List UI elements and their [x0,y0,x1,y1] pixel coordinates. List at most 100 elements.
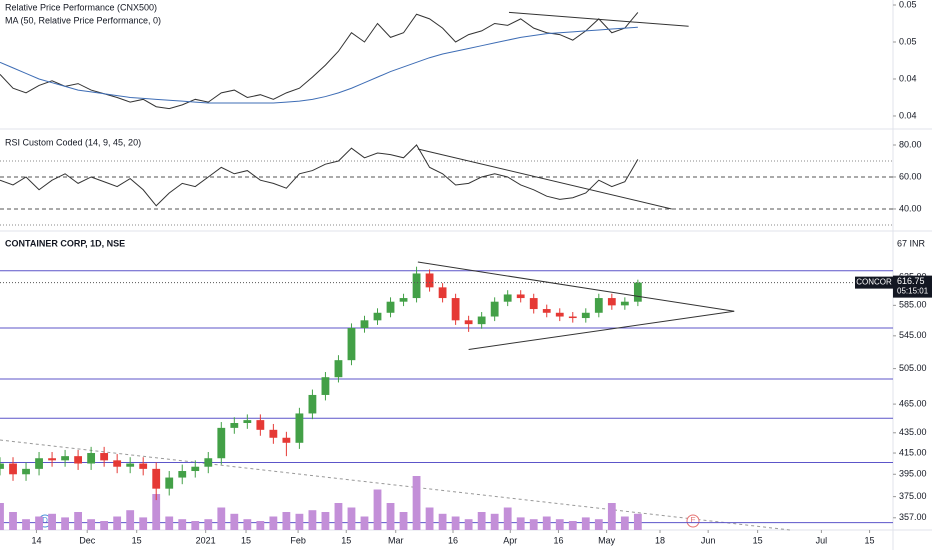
trendline [468,310,735,350]
volume-bar [464,519,473,530]
candle-body [620,301,629,306]
candle-body [555,312,564,317]
last-price-label: 616.75 [897,276,925,286]
candle-body [360,320,369,328]
y-tick-label: 505.00 [899,363,927,373]
candle-body [256,420,265,430]
price-box [893,275,932,298]
pane-title: Relative Price Performance (CNX500) [5,2,157,12]
volume-bar [581,517,590,530]
candle-body [594,298,603,313]
candle-body [0,463,4,469]
x-tick-label: 15 [753,535,763,545]
volume-bar [295,513,304,530]
volume-bar [178,519,187,530]
volume-bar [516,517,525,530]
x-tick-label: May [598,535,616,545]
candle-body [152,468,161,489]
volume-bar [347,507,356,530]
y-tick-label: 40.00 [899,203,922,213]
trendline [417,148,672,210]
x-tick-label: 18 [655,535,665,545]
symbol-box [855,276,893,289]
volume-bar [373,489,382,530]
candle-body [542,309,551,313]
candle-body [490,301,499,317]
volume-bar [9,512,17,530]
volume-bar [87,519,96,530]
volume-bar [204,519,213,530]
volume-bar [230,513,239,530]
candle-body [204,458,213,467]
volume-bar [22,519,30,530]
y-tick-label: 0.05 [899,0,917,9]
x-tick-label: Jul [816,535,828,545]
volume-bar [113,516,122,530]
volume-bar [308,510,317,530]
volume-bar [555,519,564,530]
event-icon[interactable] [686,514,700,528]
y-tick-label: 545.00 [899,330,927,340]
candle-body [308,394,317,414]
volume-bar [438,513,447,530]
y-tick-label: 465.00 [899,398,927,408]
volume-bar [542,516,551,530]
volume-bar [425,507,434,530]
volume-bar [568,521,577,530]
y-tick-label: 375.00 [899,491,927,501]
volume-bar [633,513,642,530]
y-tick-label: 357.00 [899,512,927,522]
volume-trendline [0,439,791,531]
candle-body [61,456,69,461]
series-line [0,26,638,104]
volume-bar [256,521,265,530]
candle-body [9,463,17,475]
candle-body [74,456,83,464]
pane-subtitle: MA (50, Relative Price Performance, 0) [5,15,161,25]
volume-bar [152,494,161,530]
candle-body [321,377,330,395]
volume-bar [48,513,56,530]
candle-body [412,273,421,299]
candle-body [282,437,291,443]
y-tick-label: 415.00 [899,447,927,457]
volume-bar [451,516,460,530]
unit-label: 67 INR [897,238,926,248]
x-tick-label: 15 [341,535,351,545]
candle-body [22,468,30,475]
candle-body [178,471,187,478]
candle-body [451,298,460,321]
y-tick-label: 0.04 [899,73,917,83]
x-tick-label: 16 [553,535,563,545]
volume-bar [165,516,174,530]
volume-bar [139,517,148,530]
volume-bar [74,512,83,530]
volume-bar [334,503,343,530]
y-tick-label: 435.00 [899,427,927,437]
volume-bar [282,512,291,530]
volume-bar [360,516,369,530]
volume-bar [243,519,252,530]
volume-bar [490,513,499,530]
x-tick-label: Feb [290,535,306,545]
volume-bar [321,512,330,530]
volume-bar [503,507,512,530]
x-tick-label: Mar [388,535,404,545]
candle-body [100,453,109,461]
volume-bar [217,507,226,530]
volume-bar [412,476,421,530]
candle-body [243,420,252,424]
candle-body [464,320,473,325]
symbol-label: CONCOR [856,278,892,287]
volume-bar [620,516,629,530]
y-tick-label: 395.00 [899,469,927,479]
trendline [417,261,735,312]
volume-bar [0,503,4,530]
candle-body [230,423,239,428]
volume-bar [126,510,135,530]
candle-body [113,460,122,467]
x-tick-label: Apr [503,535,517,545]
candle-body [217,427,226,459]
